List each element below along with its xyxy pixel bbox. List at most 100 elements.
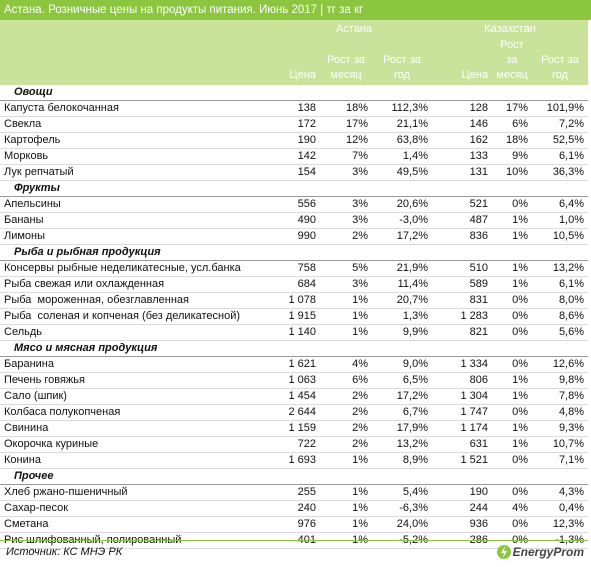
product-name: Лук репчатый <box>0 164 276 181</box>
source: Источник: КС МНЭ РК <box>6 546 123 558</box>
cell-value: 8,0% <box>532 292 589 309</box>
product-name: Рыба мороженная, обезглавленная <box>0 292 276 309</box>
cell-value: 1% <box>492 212 532 229</box>
section-row: Прочее <box>0 468 589 485</box>
cell-value: 2 644 <box>276 404 320 421</box>
cell-value: 255 <box>276 484 320 501</box>
product-name: Капуста белокочанная <box>0 100 276 117</box>
cell-value: 1 621 <box>276 356 320 373</box>
logo-text: EnergyProm <box>512 545 584 559</box>
cell-value: 8,9% <box>372 452 432 469</box>
cell-value: 10,5% <box>532 228 589 245</box>
section-name: Овощи <box>0 85 589 101</box>
data-row: Рыба мороженная, обезглавленная 1 078 1% 20… <box>0 292 589 309</box>
data-row: Картофель 190 12% 63,8% 162 18% 52,5% <box>0 132 589 149</box>
section-name: Фрукты <box>0 180 589 197</box>
cell-value: 13,2% <box>532 260 589 277</box>
cell-value: 101,9% <box>532 100 589 117</box>
section-row: Фрукты <box>0 180 589 197</box>
group-header-row: Астана Казахстан <box>0 20 589 38</box>
footer: Источник: КС МНЭ РК EnergyProm <box>0 540 588 565</box>
cell-value: 0% <box>492 356 532 373</box>
cell-value: 990 <box>276 228 320 245</box>
cell-value: 0% <box>492 404 532 421</box>
cell-value: 1 304 <box>432 388 492 405</box>
cell-value: 0% <box>492 196 532 213</box>
cell-value: 2% <box>320 388 372 405</box>
cell-value: 162 <box>432 132 492 149</box>
cell-value: 510 <box>432 260 492 277</box>
cell-value: 7% <box>320 148 372 165</box>
column-header: Рост за месяц <box>320 38 372 85</box>
cell-value: 2% <box>320 420 372 437</box>
cell-value: 1% <box>320 516 372 533</box>
cell-value: 6,1% <box>532 148 589 165</box>
column-header: Цена <box>432 38 492 85</box>
cell-value: 1 454 <box>276 388 320 405</box>
cell-value: 1% <box>320 484 372 501</box>
cell-value: 0% <box>492 324 532 341</box>
cell-value: 1,3% <box>372 308 432 325</box>
cell-value: 21,1% <box>372 116 432 133</box>
data-row: Свекла 172 17% 21,1% 146 6% 7,2% <box>0 116 589 133</box>
cell-value: 6% <box>320 372 372 389</box>
cell-value: 12% <box>320 132 372 149</box>
cell-value: 4% <box>320 356 372 373</box>
cell-value: 6,1% <box>532 276 589 293</box>
cell-value: 7,2% <box>532 116 589 133</box>
product-name: Конина <box>0 452 276 469</box>
cell-value: 836 <box>432 228 492 245</box>
cell-value: 1% <box>320 452 372 469</box>
cell-value: 18% <box>320 100 372 117</box>
product-name: Колбаса полукопченая <box>0 404 276 421</box>
column-header-row: Цена Рост за месяц Рост за год Цена Рост за … <box>0 38 589 85</box>
product-name: Рыба свежая или охлажденная <box>0 276 276 293</box>
section-row: Рыба и рыбная продукция <box>0 244 589 261</box>
section-name: Прочее <box>0 468 589 485</box>
cell-value: 1 747 <box>432 404 492 421</box>
cell-value: 684 <box>276 276 320 293</box>
cell-value: 1% <box>492 260 532 277</box>
product-name: Апельсины <box>0 196 276 213</box>
cell-value: 4% <box>492 500 532 517</box>
cell-value: 1% <box>320 500 372 517</box>
cell-value: 6,5% <box>372 372 432 389</box>
data-row: Морковь 142 7% 1,4% 133 9% 6,1% <box>0 148 589 165</box>
cell-value: 9,8% <box>532 372 589 389</box>
cell-value: 1 174 <box>432 420 492 437</box>
cell-value: 490 <box>276 212 320 229</box>
cell-value: 244 <box>432 500 492 517</box>
cell-value: 240 <box>276 500 320 517</box>
cell-value: 131 <box>432 164 492 181</box>
cell-value: 821 <box>432 324 492 341</box>
price-table: Астана Казахстан Цена Рост за месяц Рост за … <box>0 20 589 549</box>
cell-value: 138 <box>276 100 320 117</box>
product-name: Хлеб ржано-пшеничный <box>0 484 276 501</box>
cell-value: 8,6% <box>532 308 589 325</box>
cell-value: -3,0% <box>372 212 432 229</box>
cell-value: 1% <box>320 292 372 309</box>
data-row: Бананы 490 3% -3,0% 487 1% 1,0% <box>0 212 589 229</box>
table-head: Астана Казахстан Цена Рост за месяц Рост за … <box>0 20 589 85</box>
cell-value: 1 521 <box>432 452 492 469</box>
cell-value: 1 915 <box>276 308 320 325</box>
data-row: Рыба свежая или охлажденная 684 3% 11,4% 589… <box>0 276 589 293</box>
product-name: Печень говяжья <box>0 372 276 389</box>
data-row: Свинина 1 159 2% 17,9% 1 174 1% 9,3% <box>0 420 589 437</box>
cell-value: 758 <box>276 260 320 277</box>
cell-value: 6,7% <box>372 404 432 421</box>
cell-value: 0% <box>492 516 532 533</box>
cell-value: 20,6% <box>372 196 432 213</box>
cell-value: 936 <box>432 516 492 533</box>
cell-value: 10,7% <box>532 436 589 453</box>
product-name: Сахар-песок <box>0 500 276 517</box>
table-body: Овощи Капуста белокочанная 138 18% 112,3% 128… <box>0 85 589 549</box>
product-name: Лимоны <box>0 228 276 245</box>
data-row: Апельсины 556 3% 20,6% 521 0% 6,4% <box>0 196 589 213</box>
cell-value: 1 283 <box>432 308 492 325</box>
section-name: Рыба и рыбная продукция <box>0 244 589 261</box>
cell-value: 20,7% <box>372 292 432 309</box>
cell-value: 976 <box>276 516 320 533</box>
corner-cell <box>0 20 276 38</box>
column-header: Рост за год <box>372 38 432 85</box>
